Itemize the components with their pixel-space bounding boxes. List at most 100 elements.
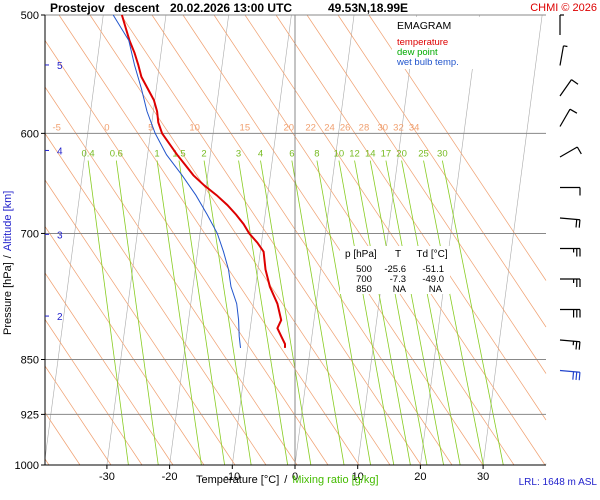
isotherm-line bbox=[357, 14, 418, 466]
x-axis-title-sep: / bbox=[284, 474, 288, 486]
pressure-tick-label: 925 bbox=[21, 409, 39, 421]
altitude-tick-label: 3 bbox=[57, 230, 63, 241]
dry-adiabat-line bbox=[89, 14, 391, 466]
y-axis-title: Pressure [hPa] / Altitude [km] bbox=[2, 191, 14, 335]
wind-barb-feather bbox=[572, 371, 575, 380]
data-table-bg bbox=[340, 246, 450, 294]
mixing-ratio-label: 25 bbox=[418, 149, 429, 160]
pressure-tick-label: 1000 bbox=[15, 460, 39, 472]
temperature-tick-label: -10 bbox=[224, 471, 240, 483]
pressure-tick-labels: 500 600 700 850 925 1000 bbox=[15, 10, 45, 472]
dry-adiabat-line bbox=[337, 14, 547, 328]
x-axis-title-temperature: Temperature [°C] bbox=[196, 474, 279, 486]
wind-barb-feather bbox=[578, 341, 581, 350]
pressure-tick-label: 700 bbox=[21, 228, 39, 240]
pressure-tick-label: 850 bbox=[21, 354, 39, 366]
table-cell: NA bbox=[393, 284, 407, 295]
y-axis-title-sep: / bbox=[2, 254, 14, 258]
dry-adiabat-line bbox=[182, 14, 484, 466]
wind-barb-shaft bbox=[559, 146, 578, 158]
wind-barb-feather bbox=[575, 341, 578, 350]
wind-barb bbox=[559, 108, 578, 127]
isotherm-line bbox=[106, 14, 167, 466]
wind-barb bbox=[559, 369, 581, 381]
table-header-t: T bbox=[395, 249, 401, 260]
isotherm-line bbox=[482, 14, 543, 466]
table-cell: -25.6 bbox=[384, 264, 406, 275]
temperature-tick-label: 0 bbox=[292, 471, 298, 483]
profile-series bbox=[112, 14, 286, 348]
wetbulb-profile-line bbox=[112, 14, 241, 348]
mixing-ratio-label: 8 bbox=[314, 149, 319, 160]
temperature-tick-labels: -30 -20 -10 0 10 20 30 bbox=[99, 465, 489, 483]
wind-barb-shaft bbox=[559, 45, 565, 66]
altitude-tick-label: 5 bbox=[57, 61, 63, 72]
wind-barb-shaft bbox=[559, 217, 580, 221]
pressure-tick-label: 500 bbox=[21, 10, 39, 22]
mixing-ratio-label: 6 bbox=[289, 149, 294, 160]
altitude-tick-label: 2 bbox=[57, 312, 63, 323]
temperature-tick-label: 10 bbox=[352, 471, 364, 483]
table-cell: 850 bbox=[356, 284, 372, 295]
legend-dewpoint: dew point bbox=[397, 47, 438, 58]
temperature-tick-label: -20 bbox=[162, 471, 178, 483]
data-table: p [hPa] T Td [°C] 500 -25.6 -51.1 700 -7… bbox=[340, 246, 450, 295]
mixing-ratio-label: 17 bbox=[381, 149, 392, 160]
dry-adiabat-label: 15 bbox=[240, 122, 251, 133]
dry-adiabat-line bbox=[275, 14, 547, 421]
dry-adiabat-line bbox=[44, 458, 50, 466]
copyright-label: CHMI © 2026 bbox=[530, 2, 597, 14]
wind-barb bbox=[559, 79, 579, 97]
table-cell: -49.0 bbox=[422, 274, 444, 285]
dry-adiabat-label: 32 bbox=[393, 122, 404, 133]
legend-temperature: temperature bbox=[397, 37, 448, 48]
wind-barb bbox=[560, 247, 581, 257]
mixing-ratio-label: 0.6 bbox=[110, 149, 123, 160]
legend-wetbulb: wet bulb temp. bbox=[396, 57, 459, 68]
isotherm-line bbox=[44, 14, 104, 459]
wind-barb bbox=[560, 278, 581, 287]
table-header-td: Td [°C] bbox=[416, 249, 447, 260]
dry-adiabat-line bbox=[44, 179, 236, 466]
mixing-ratio-label: 4 bbox=[258, 149, 263, 160]
wind-barb bbox=[560, 308, 581, 318]
dry-adiabat-line bbox=[44, 226, 205, 466]
legend: EMAGRAM temperature dew point wet bulb t… bbox=[392, 17, 496, 69]
wind-barb-feather bbox=[571, 79, 579, 85]
temperature-tick-label: -30 bbox=[99, 471, 115, 483]
dry-adiabat-label: 34 bbox=[409, 122, 420, 133]
isotherm-line bbox=[169, 14, 229, 466]
temperature-tick-label: 20 bbox=[414, 471, 426, 483]
table-cell: NA bbox=[429, 284, 443, 295]
y-axis-title-pressure: Pressure [hPa] bbox=[2, 262, 14, 335]
mixing-ratio-label: 0.4 bbox=[81, 149, 94, 160]
wind-barb-shaft bbox=[559, 369, 580, 373]
mixing-ratio-label: 30 bbox=[437, 149, 448, 160]
dry-adiabat-labels: -5 0 5 10 15 20 22 24 26 28 30 32 34 bbox=[53, 122, 420, 133]
mixing-ratio-label: 3 bbox=[236, 149, 241, 160]
mixing-ratio-label: 1.5 bbox=[172, 149, 185, 160]
altitude-tick-label: 4 bbox=[57, 146, 63, 157]
dry-adiabat-label: 20 bbox=[283, 122, 294, 133]
temperature-profile-line bbox=[120, 14, 286, 348]
dry-adiabat-label: 28 bbox=[359, 122, 370, 133]
wind-barbs bbox=[559, 14, 582, 381]
wind-barb-feather bbox=[576, 146, 582, 155]
wind-barb bbox=[559, 14, 564, 35]
y-axis-title-altitude: Altitude [km] bbox=[2, 191, 14, 252]
table-cell: -7.3 bbox=[390, 274, 406, 285]
isotherm-line bbox=[294, 14, 355, 466]
mixing-ratio-label: 12 bbox=[349, 149, 360, 160]
mixing-ratio-label: 14 bbox=[365, 149, 376, 160]
dry-adiabat-label: 22 bbox=[305, 122, 316, 133]
isotherm-lines bbox=[44, 14, 547, 466]
legend-title: EMAGRAM bbox=[397, 20, 451, 32]
wind-barb-feather bbox=[575, 371, 578, 380]
pressure-tick-label: 600 bbox=[21, 128, 39, 140]
wind-barb bbox=[559, 45, 568, 66]
table-header-p: p [hPa] bbox=[345, 249, 377, 260]
wind-barb-shaft bbox=[559, 108, 571, 127]
dry-adiabat-line bbox=[44, 272, 174, 466]
mixing-ratio-label: 1 bbox=[154, 149, 159, 160]
dry-adiabat-line bbox=[306, 14, 547, 374]
